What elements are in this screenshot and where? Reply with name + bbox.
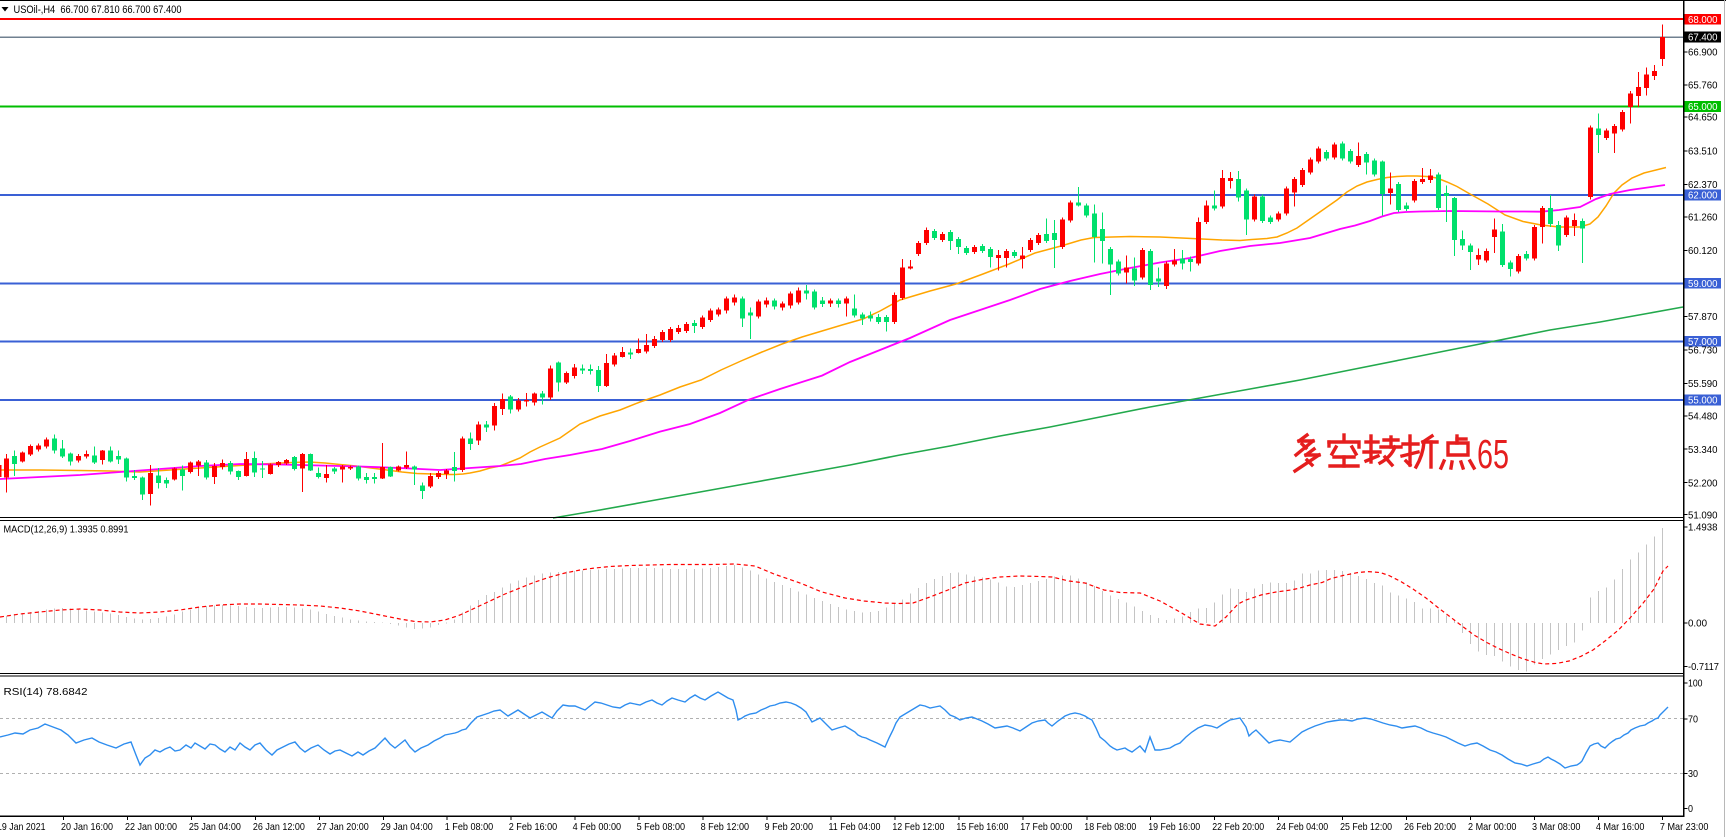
svg-text:60.120: 60.120 — [1688, 245, 1718, 257]
svg-text:25 Jan 04:00: 25 Jan 04:00 — [189, 821, 241, 833]
svg-text:65.000: 65.000 — [1688, 101, 1718, 113]
svg-text:20 Jan 16:00: 20 Jan 16:00 — [61, 821, 113, 833]
svg-text:65: 65 — [1477, 431, 1509, 477]
svg-text:8 Feb 12:00: 8 Feb 12:00 — [701, 821, 750, 833]
svg-text:57.870: 57.870 — [1688, 311, 1718, 323]
svg-text:7 Mar 23:00: 7 Mar 23:00 — [1660, 821, 1709, 833]
svg-text:0: 0 — [1688, 803, 1693, 815]
svg-text:18 Feb 08:00: 18 Feb 08:00 — [1084, 821, 1136, 833]
svg-text:MACD(12,26,9) 1.3935 0.8991: MACD(12,26,9) 1.3935 0.8991 — [4, 524, 129, 536]
svg-text:1 Feb 08:00: 1 Feb 08:00 — [445, 821, 494, 833]
svg-text:63.510: 63.510 — [1688, 146, 1718, 158]
svg-text:4 Feb 00:00: 4 Feb 00:00 — [573, 821, 622, 833]
svg-text:62.370: 62.370 — [1688, 179, 1718, 191]
svg-text:17 Feb 00:00: 17 Feb 00:00 — [1020, 821, 1072, 833]
svg-text:64.650: 64.650 — [1688, 112, 1718, 124]
svg-text:4 Mar 16:00: 4 Mar 16:00 — [1596, 821, 1645, 833]
svg-text:USOil-,H4 66.700 67.810 66.70: USOil-,H4 66.700 67.810 66.700 67.400 — [14, 4, 182, 16]
svg-text:19 Jan 2021: 19 Jan 2021 — [0, 821, 46, 833]
svg-text:-0.7117: -0.7117 — [1688, 661, 1719, 673]
svg-text:1.4938: 1.4938 — [1688, 522, 1718, 534]
svg-text:55.000: 55.000 — [1688, 395, 1718, 407]
svg-text:3 Mar 08:00: 3 Mar 08:00 — [1532, 821, 1581, 833]
svg-text:26 Feb 20:00: 26 Feb 20:00 — [1404, 821, 1456, 833]
svg-text:12 Feb 12:00: 12 Feb 12:00 — [892, 821, 944, 833]
svg-text:15 Feb 16:00: 15 Feb 16:00 — [956, 821, 1008, 833]
svg-text:2 Feb 16:00: 2 Feb 16:00 — [509, 821, 558, 833]
svg-text:67.400: 67.400 — [1688, 32, 1718, 44]
svg-text:27 Jan 20:00: 27 Jan 20:00 — [317, 821, 369, 833]
svg-text:53.340: 53.340 — [1688, 444, 1718, 456]
svg-text:2 Mar 00:00: 2 Mar 00:00 — [1468, 821, 1517, 833]
svg-text:RSI(14) 78.6842: RSI(14) 78.6842 — [4, 686, 88, 698]
svg-text:9 Feb 20:00: 9 Feb 20:00 — [765, 821, 814, 833]
svg-text:100: 100 — [1688, 678, 1703, 690]
svg-text:30: 30 — [1688, 768, 1698, 780]
svg-text:62.000: 62.000 — [1688, 190, 1718, 202]
svg-text:29 Jan 04:00: 29 Jan 04:00 — [381, 821, 433, 833]
svg-text:68.000: 68.000 — [1688, 14, 1718, 26]
svg-text:24 Feb 04:00: 24 Feb 04:00 — [1276, 821, 1328, 833]
svg-text:59.000: 59.000 — [1688, 278, 1718, 290]
svg-text:57.000: 57.000 — [1688, 336, 1718, 348]
svg-text:19 Feb 16:00: 19 Feb 16:00 — [1148, 821, 1200, 833]
svg-text:70: 70 — [1688, 714, 1698, 726]
svg-text:26 Jan 12:00: 26 Jan 12:00 — [253, 821, 305, 833]
svg-text:66.900: 66.900 — [1688, 47, 1718, 59]
svg-text:22 Jan 00:00: 22 Jan 00:00 — [125, 821, 177, 833]
svg-text:5 Feb 08:00: 5 Feb 08:00 — [637, 821, 686, 833]
svg-text:61.260: 61.260 — [1688, 212, 1718, 224]
svg-text:25 Feb 12:00: 25 Feb 12:00 — [1340, 821, 1392, 833]
svg-text:52.200: 52.200 — [1688, 477, 1718, 489]
svg-text:56.730: 56.730 — [1688, 344, 1718, 356]
svg-text:65.760: 65.760 — [1688, 80, 1718, 92]
svg-text:11 Feb 04:00: 11 Feb 04:00 — [829, 821, 881, 833]
svg-text:51.090: 51.090 — [1688, 509, 1718, 521]
svg-text:22 Feb 20:00: 22 Feb 20:00 — [1212, 821, 1264, 833]
svg-text:55.590: 55.590 — [1688, 378, 1718, 390]
svg-text:0.00: 0.00 — [1688, 618, 1707, 630]
svg-text:54.480: 54.480 — [1688, 410, 1718, 422]
